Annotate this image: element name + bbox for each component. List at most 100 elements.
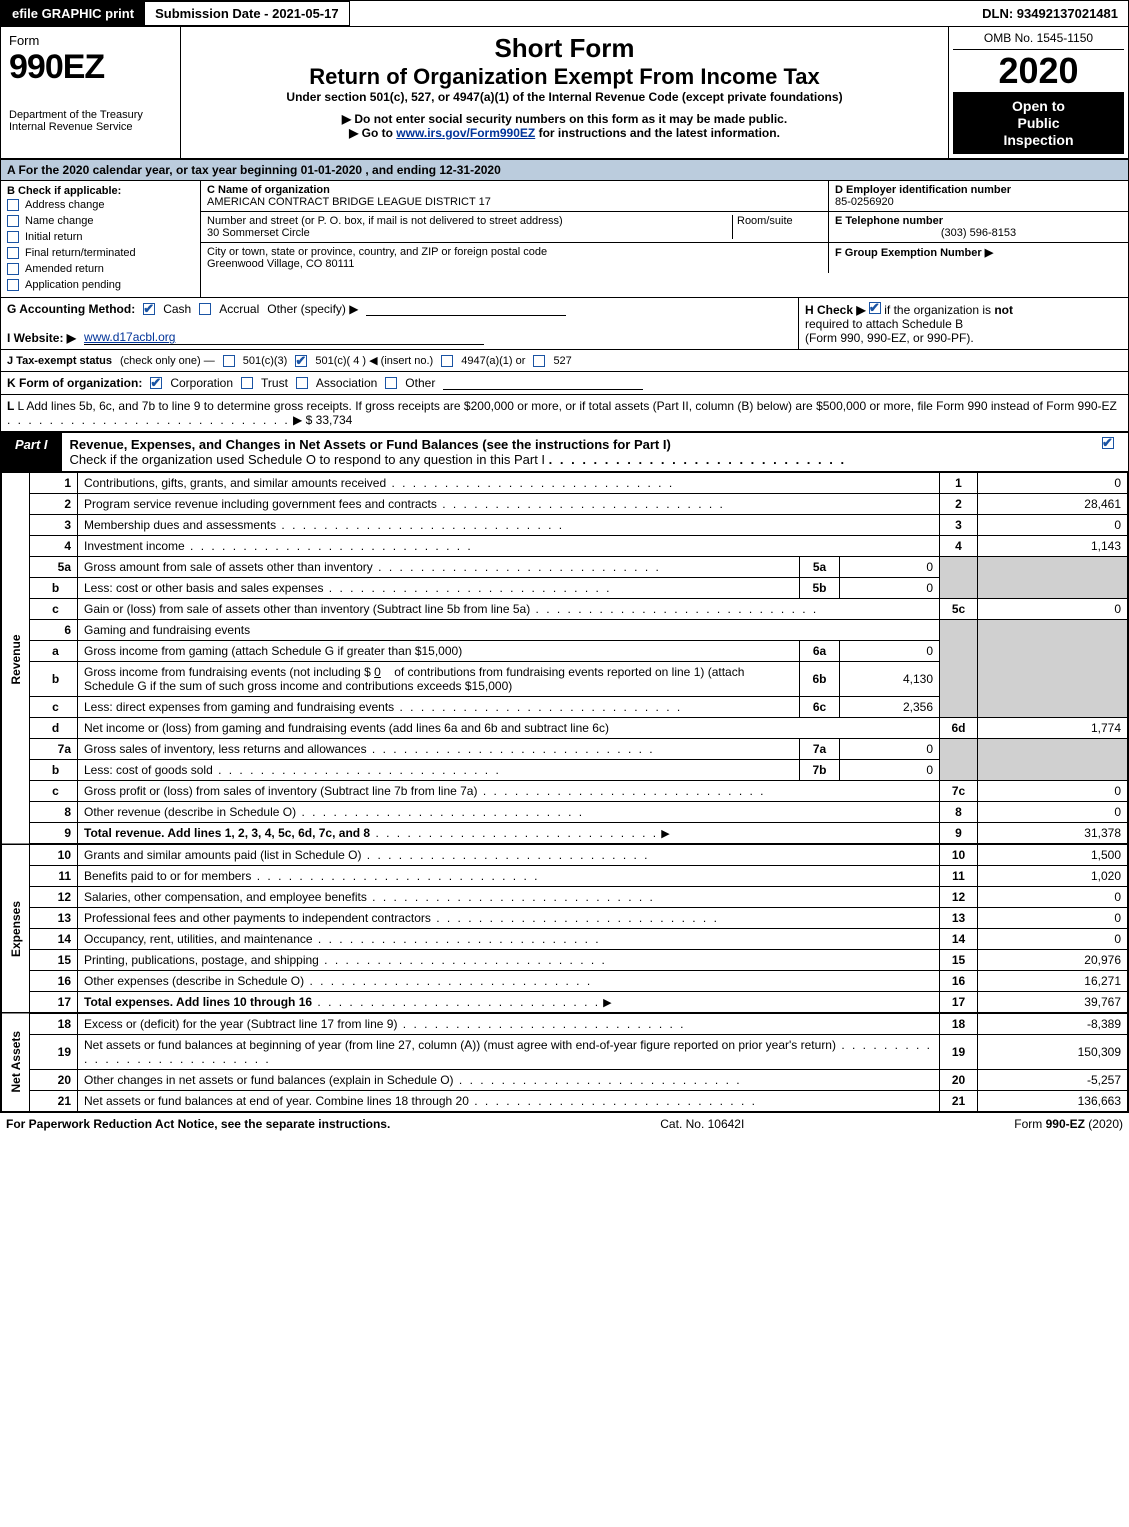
chk-schedule-o-used[interactable]	[1102, 437, 1114, 449]
ln-6: 6	[30, 620, 78, 641]
txt-18: Excess or (deficit) for the year (Subtra…	[84, 1017, 686, 1031]
box-b: B Check if applicable: Address change Na…	[1, 181, 201, 297]
lbl-501c: 501(c)( 4 ) ◀ (insert no.)	[315, 354, 433, 367]
footer-left: For Paperwork Reduction Act Notice, see …	[6, 1117, 390, 1131]
ln-19: 19	[30, 1035, 78, 1070]
txt-7c: Gross profit or (loss) from sales of inv…	[84, 784, 766, 798]
title-return: Return of Organization Exempt From Incom…	[191, 64, 938, 90]
amt-10: 1,500	[978, 844, 1128, 866]
txt-5a: Gross amount from sale of assets other t…	[84, 560, 661, 574]
chk-initial-return[interactable]	[7, 231, 19, 243]
chk-name-change[interactable]	[7, 215, 19, 227]
chk-501c3[interactable]	[223, 355, 235, 367]
ref-7c: 7c	[940, 781, 978, 802]
part-i-sub: Check if the organization used Schedule …	[70, 452, 546, 467]
amt-13: 0	[978, 908, 1128, 929]
amt-16: 16,271	[978, 971, 1128, 992]
amt-19: 150,309	[978, 1035, 1128, 1070]
ln-5c: c	[30, 599, 78, 620]
ln-17: 17	[30, 992, 78, 1014]
dept-treasury: Department of the Treasury	[9, 109, 172, 121]
ln-18: 18	[30, 1013, 78, 1035]
txt-8: Other revenue (describe in Schedule O)	[84, 805, 584, 819]
chk-amended-return[interactable]	[7, 263, 19, 275]
box-d-label: D Employer identification number	[835, 184, 1122, 196]
chk-association[interactable]	[296, 377, 308, 389]
ln-13: 13	[30, 908, 78, 929]
amt-9: 31,378	[978, 823, 1128, 845]
ln-4: 4	[30, 536, 78, 557]
amt-21: 136,663	[978, 1091, 1128, 1112]
chk-527[interactable]	[533, 355, 545, 367]
fundraising-excluded-amount: 0	[374, 665, 381, 679]
submission-date-button[interactable]: Submission Date - 2021-05-17	[145, 1, 350, 26]
irs-link[interactable]: www.irs.gov/Form990EZ	[396, 126, 535, 140]
chk-trust[interactable]	[241, 377, 253, 389]
chk-4947a1[interactable]	[441, 355, 453, 367]
omb-number: OMB No. 1545-1150	[953, 31, 1124, 50]
box-c-addr-label: Number and street (or P. O. box, if mail…	[207, 215, 732, 227]
row-l: L L Add lines 5b, 6c, and 7b to line 9 t…	[1, 395, 1128, 432]
amt-17: 39,767	[978, 992, 1128, 1014]
website-link[interactable]: www.d17acbl.org	[84, 330, 484, 345]
chk-address-change[interactable]	[7, 199, 19, 211]
chk-application-pending[interactable]	[7, 279, 19, 291]
ln-3: 3	[30, 515, 78, 536]
efile-print-button[interactable]: efile GRAPHIC print	[1, 1, 145, 26]
lbl-accrual: Accrual	[219, 302, 259, 316]
ref-18: 18	[940, 1013, 978, 1035]
chk-other-org[interactable]	[385, 377, 397, 389]
ref-14: 14	[940, 929, 978, 950]
chk-cash[interactable]	[143, 303, 155, 315]
txt-6c: Less: direct expenses from gaming and fu…	[84, 700, 682, 714]
ref-10: 10	[940, 844, 978, 866]
subtitle: Under section 501(c), 527, or 4947(a)(1)…	[191, 90, 938, 104]
chk-final-return[interactable]	[7, 247, 19, 259]
chk-corporation[interactable]	[150, 377, 162, 389]
g-label: G Accounting Method:	[7, 302, 135, 316]
txt-16: Other expenses (describe in Schedule O)	[84, 974, 592, 988]
lbl-corporation: Corporation	[170, 376, 233, 390]
chk-accrual[interactable]	[199, 303, 211, 315]
ref-4: 4	[940, 536, 978, 557]
j-note: (check only one) —	[120, 355, 215, 367]
lbl-association: Association	[316, 376, 377, 390]
txt-3: Membership dues and assessments	[84, 518, 564, 532]
ln-6c: c	[30, 697, 78, 718]
title-short-form: Short Form	[191, 33, 938, 64]
ref-11: 11	[940, 866, 978, 887]
other-org-input[interactable]	[443, 376, 643, 390]
form-header: Form 990EZ Department of the Treasury In…	[1, 27, 1128, 160]
lbl-final-return: Final return/terminated	[25, 247, 136, 259]
amt-4: 1,143	[978, 536, 1128, 557]
amt-2: 28,461	[978, 494, 1128, 515]
ln-9: 9	[30, 823, 78, 845]
chk-501c[interactable]	[295, 355, 307, 367]
txt-17: Total expenses. Add lines 10 through 16	[84, 995, 312, 1009]
ref-20: 20	[940, 1070, 978, 1091]
subref-5b: 5b	[800, 578, 840, 599]
amt-8: 0	[978, 802, 1128, 823]
txt-5b: Less: cost or other basis and sales expe…	[84, 581, 612, 595]
other-method-input[interactable]	[366, 302, 566, 316]
note-ssn: ▶ Do not enter social security numbers o…	[191, 112, 938, 126]
txt-19: Net assets or fund balances at beginning…	[84, 1038, 932, 1066]
txt-7b: Less: cost of goods sold	[84, 763, 501, 777]
subref-7a: 7a	[800, 739, 840, 760]
form-word: Form	[9, 33, 172, 48]
txt-5c: Gain or (loss) from sale of assets other…	[84, 602, 818, 616]
part-i-table: Revenue 1 Contributions, gifts, grants, …	[1, 472, 1128, 1112]
ref-3: 3	[940, 515, 978, 536]
subref-7b: 7b	[800, 760, 840, 781]
subamt-6b: 4,130	[840, 662, 940, 697]
lbl-initial-return: Initial return	[25, 231, 82, 243]
chk-schedule-b-not-required[interactable]	[869, 302, 881, 314]
ln-16: 16	[30, 971, 78, 992]
lbl-4947a1: 4947(a)(1) or	[461, 355, 525, 367]
city-state-zip: Greenwood Village, CO 80111	[207, 258, 822, 270]
subamt-5a: 0	[840, 557, 940, 578]
subref-5a: 5a	[800, 557, 840, 578]
ref-9: 9	[940, 823, 978, 845]
ref-1: 1	[940, 473, 978, 494]
ref-19: 19	[940, 1035, 978, 1070]
